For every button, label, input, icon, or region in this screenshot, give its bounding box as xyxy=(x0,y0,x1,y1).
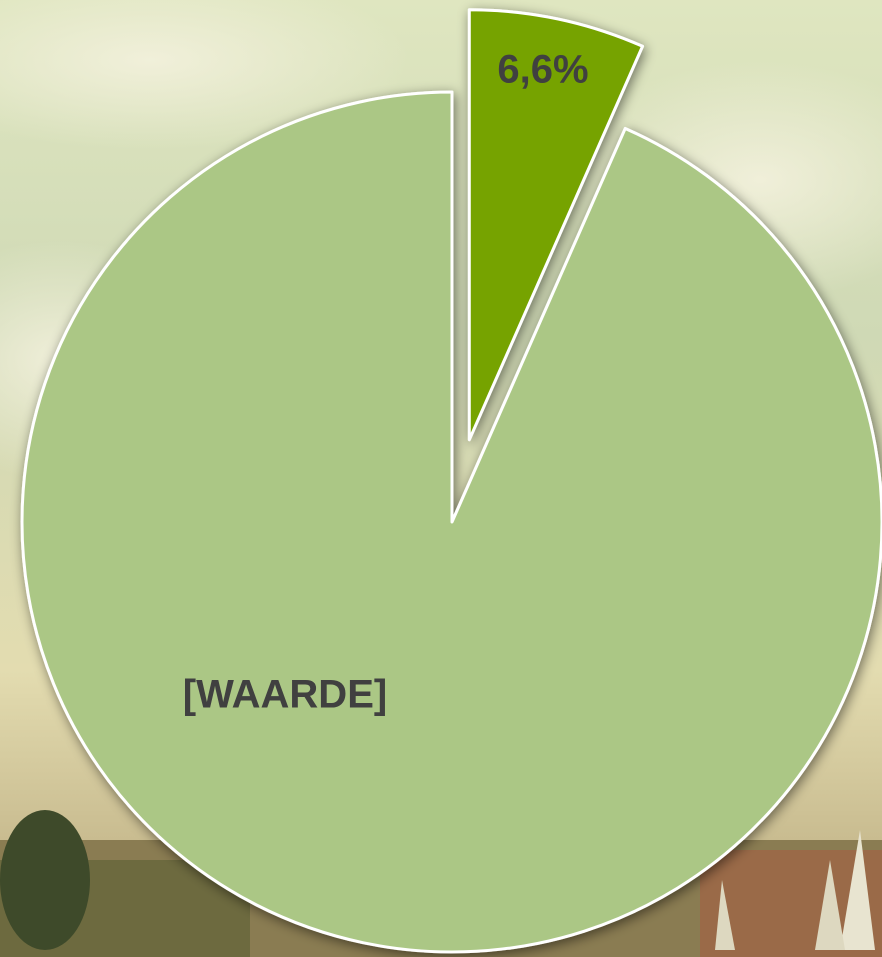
data-label: [WAARDE] xyxy=(183,673,387,717)
chart: 6,6% [WAARDE] xyxy=(0,0,882,957)
data-label: 6,6% xyxy=(497,48,588,92)
pie-slice xyxy=(22,92,882,952)
